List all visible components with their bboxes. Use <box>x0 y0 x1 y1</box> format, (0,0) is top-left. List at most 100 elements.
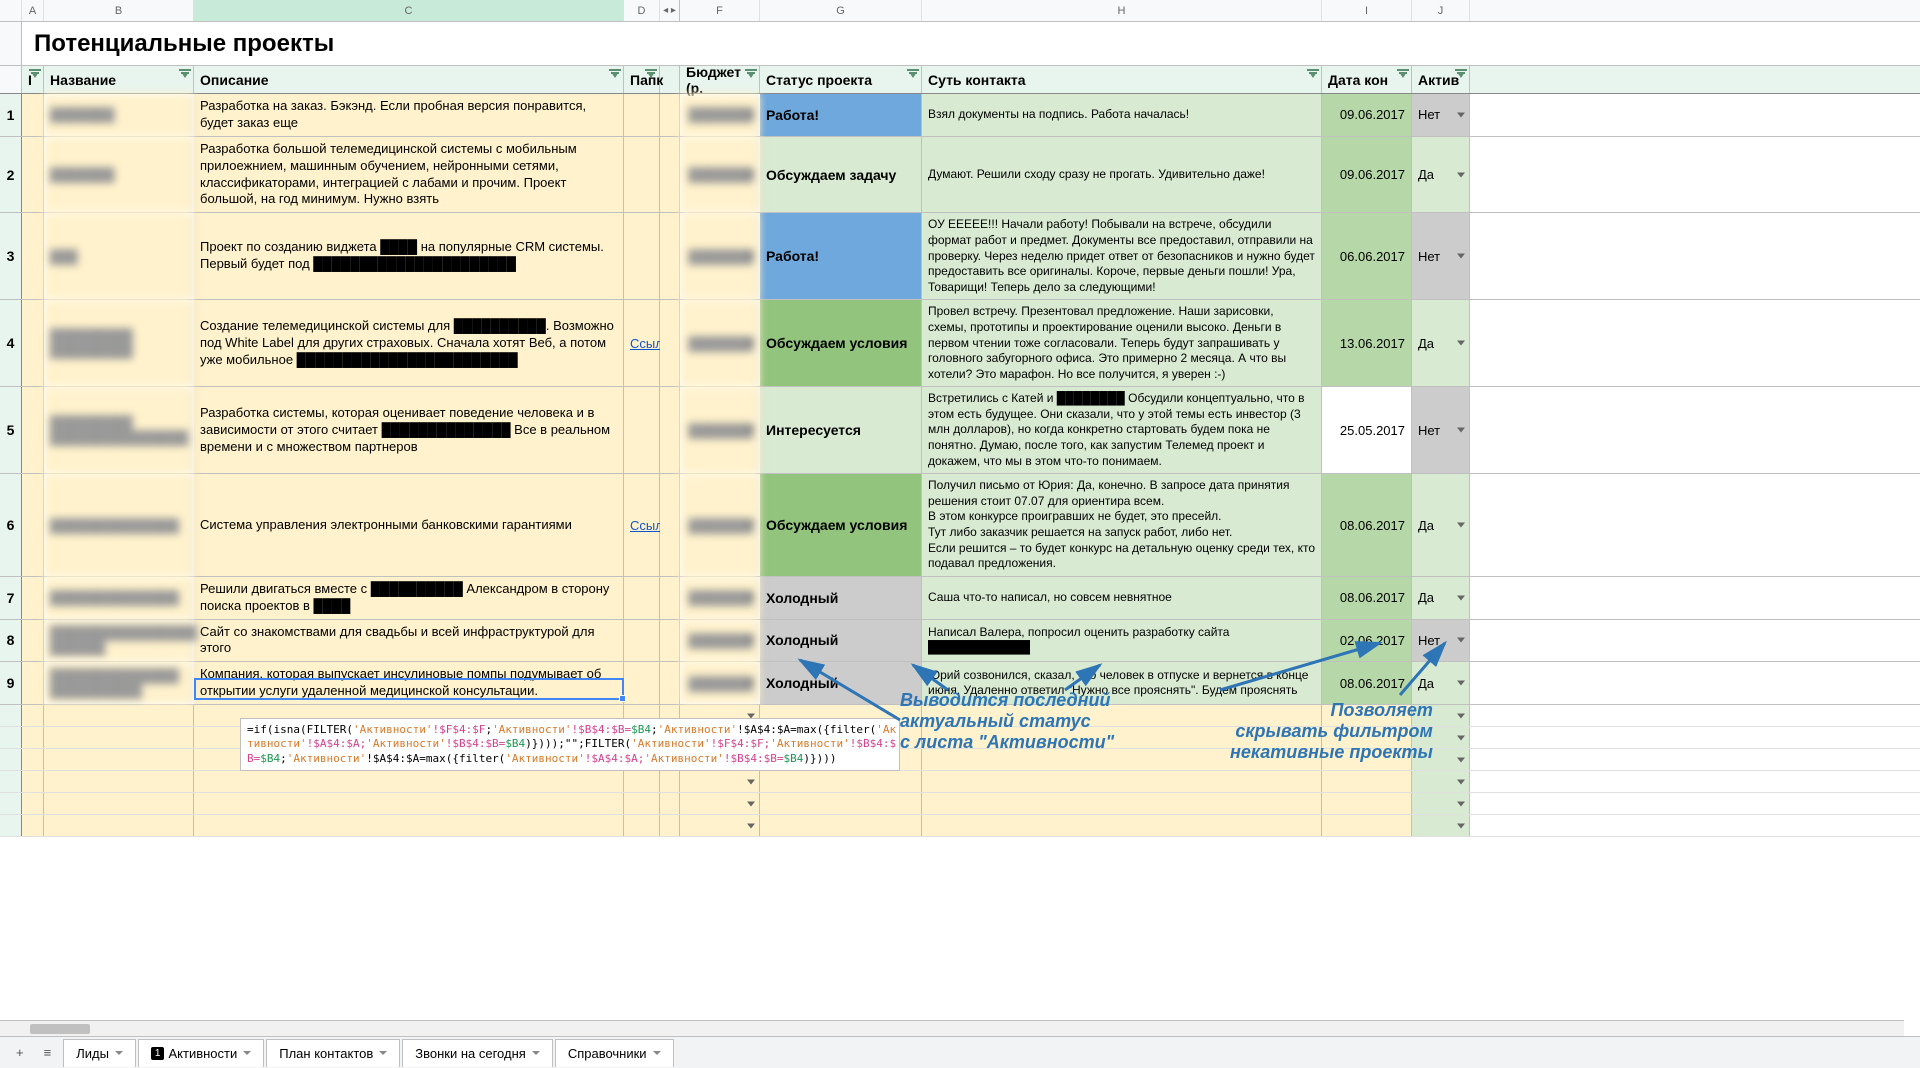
row-number[interactable] <box>0 705 22 726</box>
cell-id[interactable] <box>22 137 44 213</box>
col-letter-h[interactable]: H <box>922 0 1322 21</box>
cell-date[interactable]: 13.06.2017 <box>1322 300 1412 386</box>
cell-contact[interactable]: Провел встречу. Презентовал предложение.… <box>922 300 1322 386</box>
filter-icon[interactable] <box>747 72 755 78</box>
empty-cell[interactable] <box>44 749 194 770</box>
row-number[interactable] <box>0 793 22 814</box>
col-letter-a[interactable]: A <box>22 0 44 21</box>
row-number[interactable]: 1 <box>0 94 22 136</box>
cell-status[interactable]: Обсуждаем условия <box>760 474 922 576</box>
empty-cell[interactable] <box>922 793 1322 814</box>
cell-active[interactable]: Нет <box>1412 387 1470 473</box>
header-date[interactable]: Дата кон <box>1322 66 1412 93</box>
col-letter-i[interactable]: I <box>1322 0 1412 21</box>
row-number[interactable]: 3 <box>0 213 22 299</box>
cell-status[interactable]: Работа! <box>760 213 922 299</box>
empty-cell[interactable] <box>680 815 760 836</box>
dropdown-icon[interactable] <box>747 779 755 784</box>
empty-cell[interactable] <box>44 815 194 836</box>
cell-active[interactable]: Да <box>1412 577 1470 619</box>
filter-icon[interactable] <box>1399 72 1407 78</box>
cell-id[interactable] <box>22 213 44 299</box>
row-number[interactable] <box>0 771 22 792</box>
row-number[interactable]: 2 <box>0 137 22 213</box>
filter-icon[interactable] <box>1457 72 1465 78</box>
filter-icon[interactable] <box>31 72 39 78</box>
filter-icon[interactable] <box>909 72 917 78</box>
dropdown-icon[interactable] <box>747 801 755 806</box>
cell-name[interactable]: █████████ ███████████████ <box>44 387 194 473</box>
sheet-tab-leads[interactable]: Лиды <box>63 1039 136 1067</box>
empty-cell[interactable] <box>22 771 44 792</box>
header-folder[interactable]: Папк <box>624 66 660 93</box>
cell-id[interactable] <box>22 474 44 576</box>
col-letter-b[interactable]: B <box>44 0 194 21</box>
cell-budget[interactable]: ███████ <box>680 620 760 662</box>
dropdown-icon[interactable] <box>1457 112 1465 117</box>
empty-cell[interactable] <box>1322 771 1412 792</box>
dropdown-icon[interactable] <box>747 254 755 259</box>
cell-id[interactable] <box>22 662 44 704</box>
dropdown-icon[interactable] <box>747 428 755 433</box>
empty-cell[interactable] <box>624 771 660 792</box>
cell-contact[interactable]: Получил письмо от Юрия: Да, конечно. В з… <box>922 474 1322 576</box>
dropdown-icon[interactable] <box>747 595 755 600</box>
dropdown-icon[interactable] <box>1457 341 1465 346</box>
empty-cell[interactable] <box>44 793 194 814</box>
corner-cell[interactable] <box>0 0 22 21</box>
cell-description[interactable]: Разработка на заказ. Бэкэнд. Если пробна… <box>194 94 624 136</box>
dropdown-icon[interactable] <box>1457 254 1465 259</box>
cell-name[interactable]: ███████ <box>44 137 194 213</box>
empty-cell[interactable] <box>624 815 660 836</box>
all-sheets-button[interactable]: ≡ <box>36 1041 60 1064</box>
cell-active[interactable]: Да <box>1412 300 1470 386</box>
cell-budget[interactable]: ███████ <box>680 137 760 213</box>
empty-cell[interactable] <box>760 793 922 814</box>
empty-cell[interactable] <box>22 705 44 726</box>
empty-cell[interactable] <box>22 815 44 836</box>
cell-status[interactable]: Интересуется <box>760 387 922 473</box>
empty-cell[interactable] <box>680 793 760 814</box>
cell-contact[interactable]: Встретились с Катей и ████████ Обсудили … <box>922 387 1322 473</box>
cell-id[interactable] <box>22 387 44 473</box>
empty-cell[interactable] <box>760 815 922 836</box>
cell-name[interactable]: ██████████████ <box>44 577 194 619</box>
cell-budget[interactable]: ███████ <box>680 662 760 704</box>
cell-name[interactable]: █████████ █████████ <box>44 300 194 386</box>
empty-cell[interactable] <box>922 815 1322 836</box>
empty-cell[interactable] <box>22 793 44 814</box>
cell-date[interactable]: 25.05.2017 <box>1322 387 1412 473</box>
row-number[interactable]: 7 <box>0 577 22 619</box>
cell-name[interactable]: ███████ <box>44 94 194 136</box>
col-letter-d[interactable]: D <box>624 0 660 21</box>
row-number[interactable]: 6 <box>0 474 22 576</box>
cell-budget[interactable]: ███████ <box>680 474 760 576</box>
cell-description[interactable]: Проект по созданию виджета ████ на попул… <box>194 213 624 299</box>
dropdown-icon[interactable] <box>747 172 755 177</box>
dropdown-icon[interactable] <box>1457 779 1465 784</box>
cell-date[interactable]: 08.06.2017 <box>1322 577 1412 619</box>
dropdown-icon[interactable] <box>1457 801 1465 806</box>
dropdown-icon[interactable] <box>1457 713 1465 718</box>
dropdown-icon[interactable] <box>1457 428 1465 433</box>
add-sheet-button[interactable]: + <box>8 1041 32 1064</box>
empty-cell[interactable] <box>194 815 624 836</box>
scrollbar-thumb[interactable] <box>30 1024 90 1034</box>
cell-description[interactable]: Разработка системы, которая оценивает по… <box>194 387 624 473</box>
cell-description[interactable]: Система управления электронными банковск… <box>194 474 624 576</box>
empty-cell[interactable] <box>44 771 194 792</box>
filter-icon[interactable] <box>1309 72 1317 78</box>
empty-cell[interactable] <box>922 771 1322 792</box>
cell-status[interactable]: Обсуждаем условия <box>760 300 922 386</box>
sheet-tab-calls-today[interactable]: Звонки на сегодня <box>402 1039 553 1067</box>
cell-name[interactable]: ████████████████ ██████ <box>44 620 194 662</box>
cell-budget[interactable]: ███████ <box>680 300 760 386</box>
row-number[interactable]: 9 <box>0 662 22 704</box>
dropdown-icon[interactable] <box>747 341 755 346</box>
row-number[interactable]: 5 <box>0 387 22 473</box>
dropdown-icon[interactable] <box>1457 523 1465 528</box>
header-name[interactable]: Название <box>44 66 194 93</box>
sheet-tab-activities[interactable]: 1Активности <box>138 1039 264 1067</box>
cell-description[interactable]: Создание телемедицинской системы для ███… <box>194 300 624 386</box>
cell-folder-link[interactable]: Ссылка <box>624 300 660 386</box>
